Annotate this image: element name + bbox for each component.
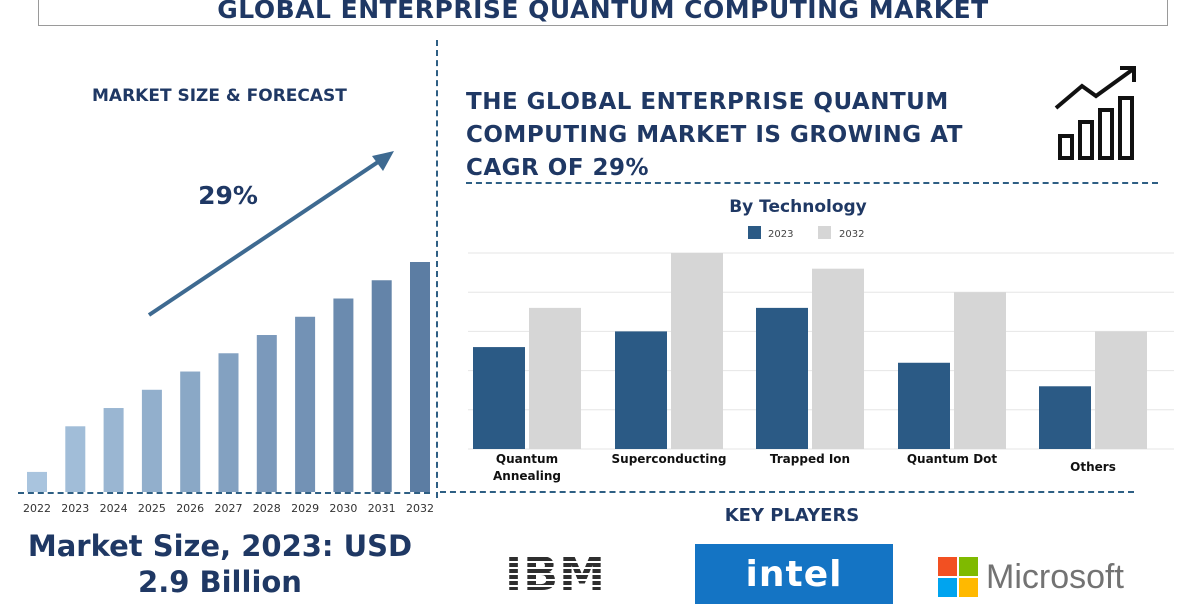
legend-label-2032: 2032 — [839, 229, 864, 240]
legend-swatch-2032 — [818, 226, 831, 239]
divider-left — [18, 492, 430, 494]
cagr-headline: THE GLOBAL ENTERPRISE QUANTUM COMPUTING … — [466, 89, 963, 181]
forecast-tick-label: 2026 — [176, 502, 204, 515]
tech-bar-2023 — [756, 307, 808, 449]
growth-arrow — [147, 151, 394, 317]
tech-bar-2032 — [812, 268, 864, 449]
forecast-bar-2032 — [410, 262, 430, 492]
tech-legend: 2023 2032 — [748, 226, 864, 240]
bar-chart-growth-icon — [1054, 66, 1136, 160]
divider-vertical — [436, 40, 438, 498]
ibm-logo: IBM — [505, 551, 637, 597]
forecast-bar-2031 — [371, 280, 392, 492]
forecast-bar-2029 — [295, 316, 316, 492]
intel-logo: intel — [695, 544, 893, 604]
forecast-tick-label: 2032 — [406, 502, 434, 515]
forecast-tick-label: 2030 — [329, 502, 357, 515]
microsoft-logo: Microsoft — [938, 557, 1124, 597]
tech-bar-2032 — [529, 307, 581, 449]
tech-bar-2023 — [898, 362, 950, 449]
legend-label-2023: 2023 — [768, 229, 793, 240]
forecast-tick-label: 2023 — [61, 502, 89, 515]
tech-category-label: Quantum — [496, 452, 558, 466]
forecast-bar-2023 — [65, 426, 86, 492]
divider-bottom — [440, 491, 1134, 493]
forecast-tick-label: 2024 — [100, 502, 128, 515]
forecast-subtitle: MARKET SIZE & FORECAST — [92, 86, 347, 106]
title-banner: GLOBAL ENTERPRISE QUANTUM COMPUTING MARK… — [38, 0, 1168, 26]
divider-top — [466, 182, 1158, 184]
tech-bar-2023 — [1039, 386, 1091, 449]
market-size-line-1: Market Size, 2023: USD — [27, 529, 413, 563]
market-forecast-chart: 2022 2023 2024 2025 2026 2027 2028 2029 2030 2031… — [23, 151, 434, 515]
forecast-bar-2027 — [218, 353, 239, 492]
tech-bar-2032 — [1095, 331, 1147, 449]
tech-bar-2023 — [473, 347, 525, 449]
forecast-bar-2028 — [256, 335, 277, 492]
forecast-tick-label: 2025 — [138, 502, 166, 515]
tech-category-label: Others — [1070, 460, 1116, 474]
forecast-bar-2022 — [27, 471, 47, 492]
forecast-bar-2025 — [141, 389, 162, 492]
forecast-tick-label: 2029 — [291, 502, 319, 515]
forecast-tick-label: 2027 — [215, 502, 243, 515]
tech-category-label: Annealing — [493, 469, 561, 483]
technology-chart: By Technology 2023 2032 Quantum Annealing… — [468, 197, 1174, 483]
forecast-bar-2030 — [333, 298, 354, 492]
tech-category-label: Trapped Ion — [770, 452, 850, 466]
market-size-line-2: 2.9 Billion — [138, 565, 302, 599]
forecast-bar-2024 — [103, 408, 124, 492]
forecast-tick-label: 2022 — [23, 502, 51, 515]
key-players-heading: KEY PLAYERS — [724, 505, 860, 526]
forecast-tick-label: 2031 — [368, 502, 396, 515]
tech-bar-2032 — [671, 253, 723, 449]
cagr-annotation: 29% — [198, 181, 258, 210]
tech-category-label: Quantum Dot — [907, 452, 998, 466]
tech-category-label: Superconducting — [612, 452, 727, 466]
tech-chart-title: By Technology — [729, 197, 867, 217]
forecast-tick-label: 2028 — [253, 502, 281, 515]
tech-bar-2032 — [954, 292, 1006, 449]
forecast-bar-2026 — [180, 371, 201, 492]
microsoft-windows-icon — [938, 557, 978, 597]
tech-bar-2023 — [615, 331, 667, 449]
market-size-callout: Market Size, 2023: USD 2.9 Billion — [10, 528, 430, 600]
legend-swatch-2023 — [748, 226, 761, 239]
page-title: GLOBAL ENTERPRISE QUANTUM COMPUTING MARK… — [217, 0, 989, 24]
